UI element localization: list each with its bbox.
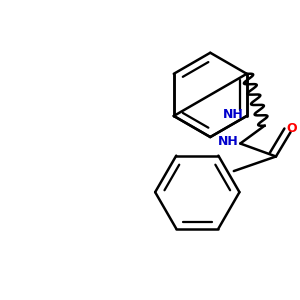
Text: O: O bbox=[287, 122, 298, 135]
Text: NH: NH bbox=[218, 135, 239, 148]
Text: NH: NH bbox=[223, 108, 244, 121]
